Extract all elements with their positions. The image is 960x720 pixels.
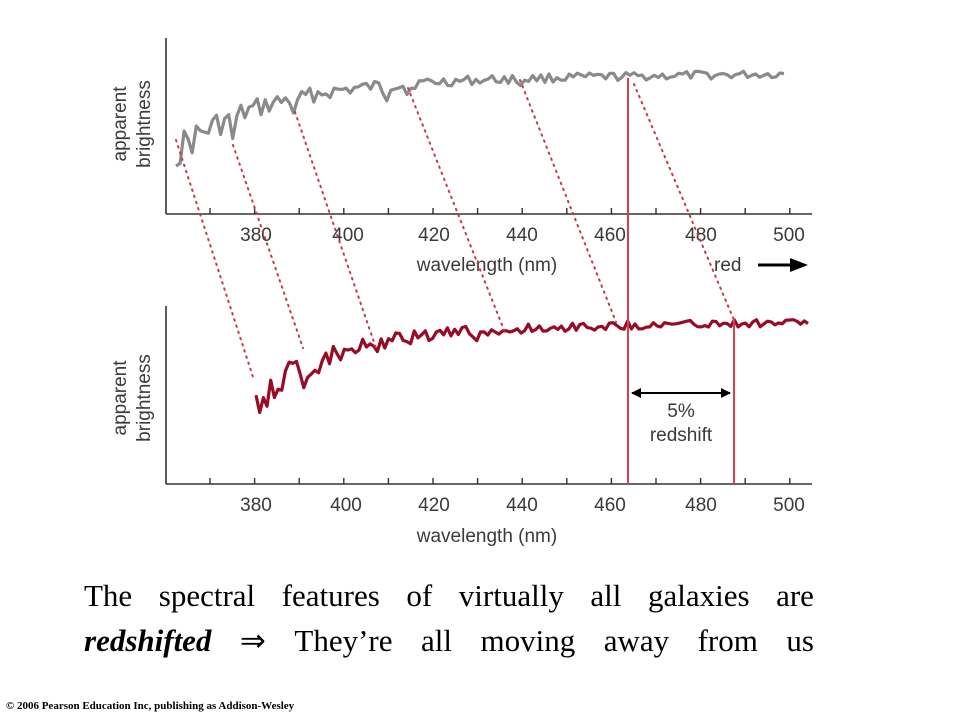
bottom-tick-label: 500 [773, 495, 805, 516]
caption-word: of [406, 578, 433, 613]
top-tick-label: 460 [594, 225, 626, 246]
dotted-connector [232, 144, 304, 349]
top-tick-label: 440 [506, 225, 538, 246]
bottom-tick-label: 440 [506, 495, 538, 516]
caption-word: The [84, 578, 133, 613]
caption-word: features [281, 578, 380, 613]
red-direction-arrow [758, 258, 808, 272]
caption-word: from [697, 623, 758, 658]
caption-word: all [590, 578, 622, 613]
caption-line-1: The spectral features of virtually all g… [84, 580, 814, 611]
bottom-tick-label: 420 [418, 495, 450, 516]
bottom-xlabel: wavelength (nm) [416, 526, 557, 547]
redshift-word-label: redshift [650, 425, 713, 446]
caption-word: all [420, 623, 452, 658]
caption-word: are [776, 578, 814, 613]
top-tick-label: 420 [418, 225, 450, 246]
redshifted-spectrum-line [254, 318, 809, 415]
top-tick-label: 500 [773, 225, 805, 246]
bottom-tick-label: 400 [330, 495, 362, 516]
caption-emphasis: redshifted [84, 623, 212, 658]
caption-word: galaxies [647, 578, 750, 613]
dotted-connector [633, 83, 735, 321]
feature-connectors [175, 79, 735, 381]
dotted-connector [175, 139, 255, 381]
redshift-percent-label: 5% [667, 401, 695, 422]
caption-word: virtually [458, 578, 564, 613]
top-tick-label: 380 [240, 225, 272, 246]
caption-word: away [603, 623, 670, 658]
top-ylabel-line2: brightness [134, 80, 155, 168]
bottom-ylabel-line2: brightness [134, 354, 155, 442]
dotted-connector [294, 111, 377, 349]
top-xlabel: wavelength (nm) [416, 255, 557, 276]
caption-line-2: redshifted ⇒ They’re all moving away fro… [84, 625, 814, 656]
bottom-tick-label: 460 [594, 495, 626, 516]
top-panel: apparent brightness 380 400 420 440 460 … [110, 38, 812, 276]
bottom-ylabel-line1: apparent [110, 360, 131, 436]
copyright-notice: © 2006 Pearson Education Inc, publishing… [6, 700, 295, 712]
caption-word: us [786, 623, 814, 658]
dotted-connector [519, 79, 617, 323]
caption-word: They’re [294, 623, 393, 658]
caption-word: moving [480, 623, 576, 658]
bottom-tick-label: 380 [240, 495, 272, 516]
rest-spectrum-line [175, 69, 785, 168]
top-ylabel-line1: apparent [110, 86, 131, 162]
dotted-connector [407, 87, 505, 331]
bottom-x-ticks [209, 478, 791, 484]
bottom-tick-label: 480 [685, 495, 717, 516]
top-tick-label: 480 [685, 225, 717, 246]
caption-word: spectral [158, 578, 256, 613]
bottom-panel: apparent brightness 380 400 420 440 460 … [110, 306, 812, 547]
implies-arrow-icon: ⇒ [239, 623, 266, 658]
top-x-ticks [209, 208, 791, 214]
redshift-annotation: 5% redshift [631, 388, 731, 446]
red-direction-label: red [714, 255, 741, 276]
